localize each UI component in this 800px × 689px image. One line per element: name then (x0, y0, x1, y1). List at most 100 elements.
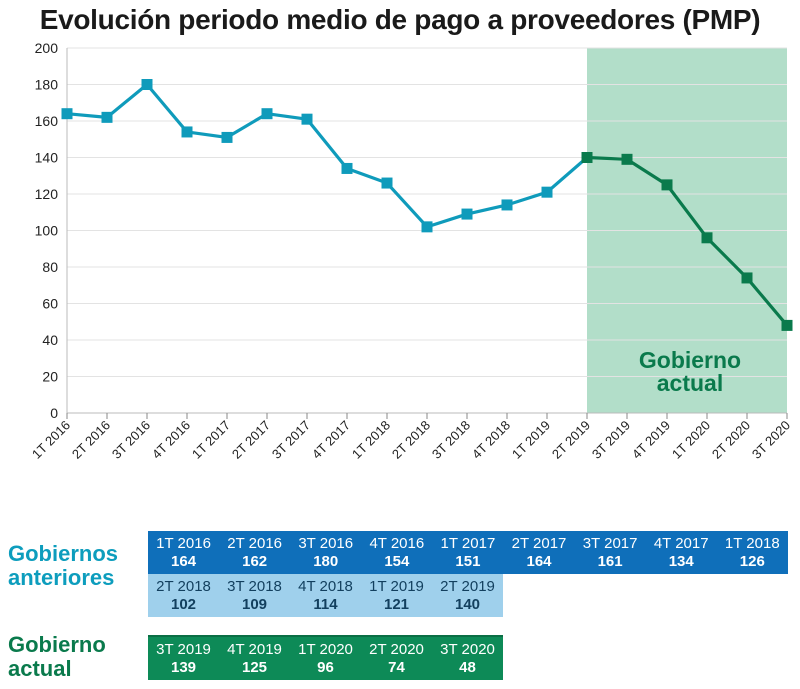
table-cell: 1T 2020 96 (290, 637, 361, 680)
data-point (621, 153, 633, 165)
data-point (781, 319, 793, 331)
x-tick-label: 1T 2020 (669, 418, 713, 462)
data-point (101, 111, 113, 123)
x-tick-label: 2T 2017 (229, 418, 273, 462)
table-cell: 3T 2017 161 (575, 531, 646, 574)
table-cell: 3T 2016 180 (290, 531, 361, 574)
cell-value: 48 (459, 658, 476, 676)
table-cell: 3T 2020 48 (432, 637, 503, 680)
cell-quarter: 2T 2018 (156, 577, 211, 595)
chart-title: Evolución periodo medio de pago a provee… (39, 4, 761, 35)
x-tick-label: 3T 2018 (429, 418, 473, 462)
y-tick-label: 120 (35, 186, 59, 202)
previous-governments-label: Gobiernos anteriores (8, 542, 118, 590)
x-tick-label: 1T 2016 (29, 418, 73, 462)
previous-row-1: 1T 2016 164 2T 2016 162 3T 2016 180 4T 2016 154… (148, 531, 788, 574)
current-government-label: Gobierno actual (8, 633, 106, 681)
cell-value: 114 (313, 595, 338, 613)
table-cell: 1T 2018 126 (717, 531, 788, 574)
table-cell: 2T 2019 140 (432, 574, 503, 617)
table-cell: 4T 2016 154 (361, 531, 432, 574)
data-point (461, 208, 473, 220)
cell-quarter: 2T 2019 (440, 577, 495, 595)
current-label-line2: actual (8, 656, 72, 681)
cell-value: 180 (313, 552, 339, 570)
cell-value: 140 (454, 595, 481, 613)
table-cell: 2T 2018 102 (148, 574, 219, 617)
current-row: 3T 2019 139 4T 2019 125 1T 2020 96 2T 2020 74 3T… (148, 635, 503, 680)
data-point (741, 272, 753, 284)
y-tick-label: 140 (35, 150, 59, 166)
cell-value: 109 (241, 595, 268, 613)
data-point (301, 113, 313, 125)
x-tick-label: 1T 2018 (349, 418, 393, 462)
cell-value: 125 (241, 658, 268, 676)
cell-quarter: 1T 2018 (724, 534, 780, 552)
cell-value: 139 (170, 658, 197, 676)
cell-quarter: 1T 2016 (156, 534, 211, 552)
y-tick-label: 60 (42, 296, 58, 312)
annotation-line1: Gobierno (639, 347, 741, 373)
data-point (701, 232, 713, 244)
table-cell: 2T 2017 164 (503, 531, 574, 574)
x-tick-label: 3T 2019 (589, 418, 633, 462)
cell-quarter: 1T 2017 (440, 534, 496, 552)
data-point (381, 177, 393, 189)
series-line-previous (66, 82, 589, 229)
x-tick-label: 1T 2019 (509, 418, 553, 462)
cell-value: 164 (171, 552, 197, 570)
table-cell: 4T 2019 125 (219, 637, 290, 680)
cell-value: 151 (455, 552, 481, 570)
cell-value: 74 (388, 658, 405, 676)
data-point (541, 186, 553, 198)
cell-quarter: 3T 2019 (156, 640, 211, 658)
cell-value: 164 (526, 552, 552, 570)
x-tick-label: 2T 2018 (389, 418, 433, 462)
data-point (421, 221, 433, 233)
table-cell: 1T 2016 164 (148, 531, 219, 574)
cell-quarter: 2T 2020 (369, 640, 424, 658)
table-cell: 4T 2018 114 (290, 574, 361, 617)
x-tick-label: 4T 2016 (149, 418, 193, 462)
cell-quarter: 3T 2017 (582, 534, 638, 552)
y-tick-label: 180 (35, 77, 59, 93)
cell-quarter: 4T 2019 (227, 640, 282, 658)
cell-value: 134 (668, 552, 694, 570)
x-tick-label: 2T 2020 (709, 418, 753, 462)
cell-value: 126 (739, 552, 765, 570)
cell-value: 121 (383, 595, 410, 613)
cell-value: 162 (242, 552, 268, 570)
cell-value: 161 (597, 552, 623, 570)
data-point (181, 126, 193, 138)
table-cell: 1T 2019 121 (361, 574, 432, 617)
table-cell: 4T 2017 134 (646, 531, 717, 574)
data-point (581, 152, 593, 163)
x-tick-label: 1T 2017 (189, 418, 233, 462)
y-tick-label: 160 (35, 113, 59, 129)
data-point (261, 108, 273, 120)
y-tick-label: 80 (42, 259, 58, 275)
y-tick-label: 0 (50, 405, 58, 421)
data-point (61, 108, 73, 120)
cell-quarter: 3T 2018 (227, 577, 282, 595)
y-tick-label: 20 (42, 369, 58, 385)
cell-quarter: 2T 2016 (227, 534, 283, 552)
table-cell: 2T 2020 74 (361, 637, 432, 680)
x-tick-label: 3T 2017 (269, 418, 313, 462)
cell-quarter: 1T 2020 (298, 640, 353, 658)
current-label-line1: Gobierno (8, 632, 106, 657)
x-tick-label: 3T 2016 (109, 418, 153, 462)
previous-row-2: 2T 2018 102 3T 2018 109 4T 2018 114 1T 2019 121… (148, 574, 503, 617)
data-point (501, 199, 513, 211)
x-tick-label: 2T 2016 (69, 418, 113, 462)
x-tick-label: 4T 2017 (309, 418, 353, 462)
cell-quarter: 3T 2016 (298, 534, 354, 552)
cell-value: 154 (384, 552, 410, 570)
cell-quarter: 4T 2017 (653, 534, 709, 552)
cell-quarter: 2T 2017 (511, 534, 567, 552)
table-cell: 3T 2019 139 (148, 637, 219, 680)
data-point (141, 79, 153, 90)
x-tick-label: 4T 2018 (469, 418, 513, 462)
cell-value: 96 (317, 658, 334, 676)
